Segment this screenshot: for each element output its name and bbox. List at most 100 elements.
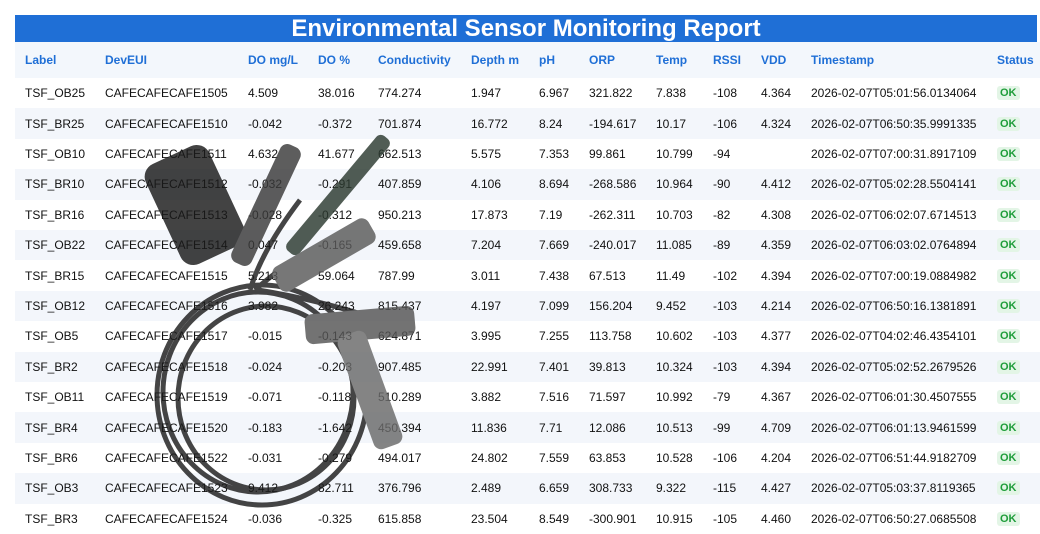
table-cell: 10.324 <box>656 359 693 374</box>
column-header: Temp <box>656 53 688 67</box>
table-cell: -0.312 <box>318 207 353 222</box>
table-cell: 0.047 <box>248 238 279 253</box>
status-badge: OK <box>997 511 1020 526</box>
table-cell: TSF_OB3 <box>25 481 79 496</box>
table-row: TSF_BR4 CAFECAFECAFE1520 -0.183 -1.642 450.3… <box>15 412 1040 443</box>
table-cell: -0.032 <box>248 177 283 192</box>
table-cell: 2026-02-07T05:03:37.8119365 <box>811 481 976 496</box>
table-cell: TSF_OB10 <box>25 146 86 161</box>
column-header: DO % <box>318 53 351 67</box>
table-cell: 787.99 <box>378 268 415 283</box>
table-row: TSF_BR15 CAFECAFECAFE1515 5.213 59.064 787.9… <box>15 260 1040 291</box>
column-header: Status <box>997 53 1034 67</box>
table-cell: 9.452 <box>656 298 687 313</box>
table-cell: 2026-02-07T06:50:35.9991335 <box>811 116 977 131</box>
table-cell: 950.213 <box>378 207 422 222</box>
table-cell: CAFECAFECAFE1519 <box>105 390 228 405</box>
table-cell: 38.016 <box>318 86 355 101</box>
table-cell: OK <box>997 169 1020 199</box>
table-cell: TSF_BR10 <box>25 177 85 192</box>
table-cell: 510.289 <box>378 390 422 405</box>
table-cell: 24.802 <box>471 450 508 465</box>
table-cell: -106 <box>713 450 738 465</box>
table-cell: 11.49 <box>656 268 686 283</box>
table-cell: TSF_BR4 <box>25 420 78 435</box>
status-badge: OK <box>997 420 1020 435</box>
table-cell: 4.364 <box>761 86 792 101</box>
table-cell: 2026-02-07T07:00:31.8917109 <box>811 146 977 161</box>
table-cell: 2026-02-07T06:50:16.1381891 <box>811 298 977 313</box>
column-header: DO mg/L <box>248 53 298 67</box>
table-cell: TSF_BR6 <box>25 450 78 465</box>
table-cell: 71.597 <box>589 390 626 405</box>
table-cell: 308.733 <box>589 481 633 496</box>
table-cell: TSF_BR3 <box>25 511 78 526</box>
table-cell: 4.394 <box>761 359 792 374</box>
table-cell: 7.353 <box>539 146 570 161</box>
table-cell: 4.204 <box>761 450 792 465</box>
table-cell: 99.861 <box>589 146 626 161</box>
table-cell: 2026-02-07T06:01:30.4507555 <box>811 390 977 405</box>
table-cell: 11.085 <box>656 238 692 253</box>
table-row: TSF_BR3 CAFECAFECAFE1524 -0.036 -0.325 615.8… <box>15 503 1040 534</box>
table-cell: CAFECAFECAFE1516 <box>105 298 228 313</box>
table-cell: -103 <box>713 329 738 344</box>
header-row: Label DevEUI DO mg/L DO % Conductivity Depth … <box>15 42 1040 79</box>
table-cell: TSF_BR25 <box>25 116 85 131</box>
table-cell: 22.991 <box>471 359 508 374</box>
table-cell: 907.485 <box>378 359 422 374</box>
table-cell: 7.204 <box>471 238 502 253</box>
status-badge: OK <box>997 481 1020 496</box>
table-cell: -0.015 <box>248 329 283 344</box>
table-row: TSF_BR10 CAFECAFECAFE1512 -0.032 -0.291 407.… <box>15 169 1040 200</box>
table-cell: 8.694 <box>539 177 570 192</box>
report-title: Environmental Sensor Monitoring Report <box>15 15 1037 42</box>
table-cell: 2026-02-07T05:02:52.2679526 <box>811 359 977 374</box>
table-cell: 82.711 <box>318 481 354 496</box>
table-cell: 7.669 <box>539 238 570 253</box>
table-cell: -1.642 <box>318 420 353 435</box>
table-cell: 662.513 <box>378 146 422 161</box>
table-cell: 7.19 <box>539 207 563 222</box>
table-cell: TSF_OB11 <box>25 390 85 405</box>
table-cell: 7.516 <box>539 390 570 405</box>
column-header: RSSI <box>713 53 742 67</box>
table-cell: 459.658 <box>378 238 422 253</box>
column-header: DevEUI <box>105 53 148 67</box>
table-cell: 59.064 <box>318 268 355 283</box>
table-cell: -0.028 <box>248 207 283 222</box>
table-cell: 3.995 <box>471 329 502 344</box>
table-cell: TSF_OB25 <box>25 86 86 101</box>
table-cell: 16.772 <box>471 116 508 131</box>
table-cell: -0.183 <box>248 420 283 435</box>
column-header: Label <box>25 53 57 67</box>
table-cell: 321.822 <box>589 86 633 101</box>
table-cell: 4.359 <box>761 238 792 253</box>
table-cell: 9.322 <box>656 481 687 496</box>
table-cell: 113.758 <box>589 329 632 344</box>
table-cell: OK <box>997 504 1020 534</box>
table-cell: -79 <box>713 390 731 405</box>
table-cell: 10.17 <box>656 116 687 131</box>
status-badge: OK <box>997 450 1020 465</box>
table-cell: OK <box>997 473 1020 503</box>
table-cell: 774.274 <box>378 86 422 101</box>
table-cell: -0.203 <box>318 359 353 374</box>
table-cell: 376.796 <box>378 481 422 496</box>
status-badge: OK <box>997 359 1020 374</box>
table-cell: 4.106 <box>471 177 502 192</box>
table-cell: -0.118 <box>318 390 352 405</box>
table-cell: 10.964 <box>656 177 693 192</box>
table-cell: TSF_OB5 <box>25 329 79 344</box>
table-row: TSF_BR25 CAFECAFECAFE1510 -0.042 -0.372 701.… <box>15 108 1040 139</box>
table-cell: 7.099 <box>539 298 570 313</box>
table-cell: 2026-02-07T06:03:02.0764894 <box>811 238 977 253</box>
table-cell: -300.901 <box>589 511 637 526</box>
table-cell: 5.213 <box>248 268 279 283</box>
table-cell: -194.617 <box>589 116 637 131</box>
table-cell: 450.394 <box>378 420 422 435</box>
table-cell: 2026-02-07T04:02:46.4354101 <box>811 329 977 344</box>
table-cell: 41.677 <box>318 146 355 161</box>
table-cell: 8.549 <box>539 511 570 526</box>
